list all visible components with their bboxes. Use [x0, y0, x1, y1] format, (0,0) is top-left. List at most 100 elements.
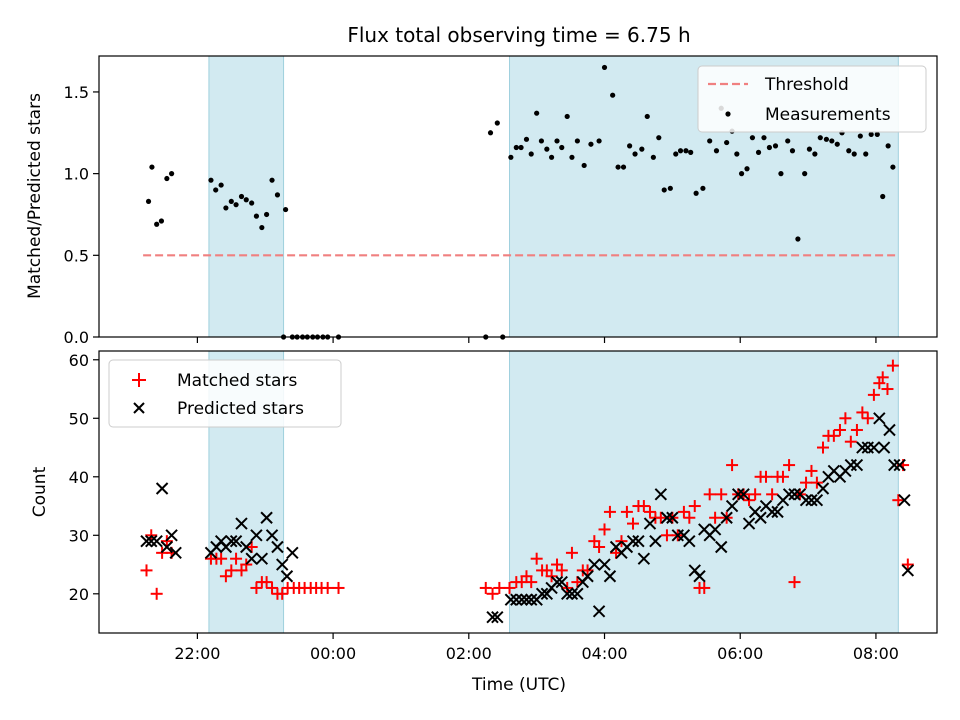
measurement-point	[627, 143, 633, 149]
measurement-point	[650, 154, 656, 160]
matched-star-point	[660, 529, 673, 542]
measurement-point	[559, 144, 565, 151]
measurement-point	[632, 151, 638, 157]
legend-measurements-label: Measurements	[765, 105, 891, 125]
y-tick-label: 1.5	[64, 83, 89, 102]
predicted-star-point	[788, 488, 801, 501]
matched-star-point	[683, 511, 696, 524]
predicted-star-point	[581, 570, 594, 583]
measurement-point	[259, 224, 265, 231]
predicted-star-point	[666, 511, 679, 524]
measurement-point	[145, 198, 152, 205]
predicted-star-point	[660, 511, 674, 524]
measurement-point	[700, 185, 706, 191]
measurement-point	[667, 185, 673, 191]
measurement-point	[269, 177, 275, 183]
measurement-point	[749, 135, 756, 141]
predicted-star-point	[571, 587, 584, 601]
matched-star-point	[230, 552, 243, 565]
measurement-point	[785, 138, 791, 144]
measurement-point	[238, 193, 245, 200]
predicted-star-point	[799, 493, 813, 507]
measurement-point	[615, 164, 621, 170]
measurement-point	[874, 131, 880, 138]
matched-star-point	[817, 441, 830, 454]
matched-star-point	[839, 412, 852, 425]
predicted-star-point	[235, 517, 248, 530]
legend-threshold-label: Threshold	[764, 75, 849, 95]
y-tick-label: 50	[69, 409, 89, 428]
matched-star-point	[827, 429, 840, 442]
bottom-axes-frame	[98, 350, 938, 634]
matched-star-point	[654, 511, 667, 524]
matched-star-point	[620, 505, 633, 518]
shaded-interval	[208, 55, 285, 338]
measurement-point	[713, 148, 720, 154]
predicted-star-point	[877, 441, 891, 454]
matched-star-point	[688, 500, 701, 513]
predicted-star-point	[155, 482, 169, 495]
x-tick-label: 00:00	[310, 644, 356, 663]
measurement-point	[158, 218, 165, 224]
bottom-x-axis-label: Time (UTC)	[471, 675, 566, 695]
matched-star-point	[800, 476, 813, 489]
y-tick-label: 1.0	[64, 165, 89, 184]
matched-star-point	[715, 488, 728, 501]
predicted-star-point	[145, 534, 158, 548]
top-data-marks	[143, 64, 899, 340]
measurement-point	[738, 171, 745, 177]
measurement-point	[487, 130, 494, 136]
measurement-point	[588, 141, 594, 147]
matched-star-point	[225, 564, 238, 577]
measurement-point	[755, 149, 762, 155]
predicted-star-point	[550, 575, 564, 589]
predicted-star-point	[765, 505, 779, 519]
legend-measurements-swatch	[725, 111, 731, 117]
matched-star-point	[783, 459, 796, 472]
matched-star-point	[332, 581, 345, 594]
measurement-point	[569, 154, 575, 160]
predicted-star-point	[654, 488, 668, 501]
y-tick-label: 40	[69, 468, 89, 487]
measurement-point	[829, 138, 835, 144]
top-y-axis-label: Matched/Predicted stars	[25, 93, 45, 299]
top-legend-box	[697, 65, 927, 133]
matched-star-point	[276, 587, 289, 600]
measurement-point	[661, 187, 667, 193]
measurement-point	[610, 92, 616, 98]
measurement-point	[564, 113, 570, 120]
top-y-ticks: 0.0 0.5 1.0 1.5	[64, 83, 99, 347]
measurement-point	[806, 146, 813, 152]
matched-star-point	[850, 423, 863, 436]
predicted-star-point	[805, 493, 818, 507]
predicted-star-point	[643, 517, 657, 530]
x-tick-label: 06:00	[717, 644, 763, 663]
matched-star-point	[766, 488, 779, 501]
top-panel-ratio: 0.0 0.5 1.0 1.5 Matched/Predicted stars Thr…	[25, 55, 938, 347]
y-tick-label: 30	[69, 526, 89, 545]
measurement-point	[656, 135, 662, 141]
legend-matched-swatch	[132, 373, 146, 387]
matched-star-point	[643, 505, 656, 518]
measurement-point	[868, 131, 874, 138]
measurement-point	[772, 143, 779, 149]
matched-star-point	[493, 581, 506, 594]
matched-star-point	[776, 470, 789, 483]
bottom-data-marks	[140, 359, 915, 624]
predicted-star-point	[245, 552, 258, 565]
measurement-point	[233, 202, 239, 208]
matched-star-point	[150, 587, 163, 600]
matched-star-point	[245, 540, 258, 553]
measurement-point	[851, 151, 857, 157]
predicted-star-point	[632, 534, 645, 548]
measurement-point	[620, 164, 627, 170]
predicted-star-point	[771, 505, 784, 519]
measurement-point	[596, 138, 602, 144]
matched-star-point	[486, 587, 499, 600]
matched-star-point	[525, 576, 538, 589]
legend-predicted-swatch	[133, 402, 145, 414]
predicted-star-point	[592, 605, 606, 618]
matched-star-point	[833, 423, 846, 436]
measurement-point	[880, 193, 886, 200]
measurement-point	[253, 213, 260, 219]
